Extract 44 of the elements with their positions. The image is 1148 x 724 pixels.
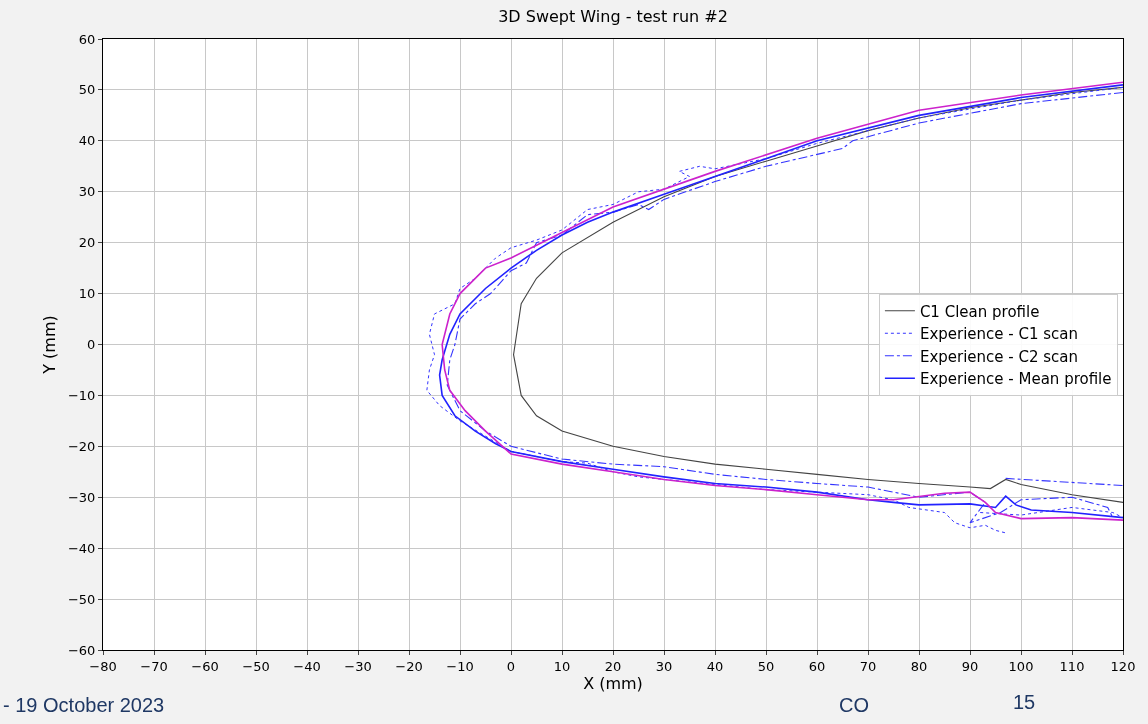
- legend-label: Experience - Mean profile: [919, 370, 1112, 389]
- legend-label: Experience - C1 scan: [919, 325, 1079, 344]
- x-tick-label: 40: [706, 658, 724, 674]
- x-tick-label: 20: [604, 658, 622, 674]
- x-tick-label: 0: [506, 658, 516, 674]
- text: CO: [839, 694, 869, 716]
- y-tick-label: 30: [78, 184, 96, 200]
- y-tick-label: −40: [67, 540, 96, 556]
- x-tick-label: 120: [1110, 658, 1136, 674]
- y-tick-label: 0: [87, 337, 96, 353]
- y-tick-label: 60: [78, 31, 96, 47]
- x-tick-label: −80: [89, 658, 117, 674]
- x-tick-label: −60: [191, 658, 219, 674]
- y-axis-title: Y (mm): [39, 315, 59, 375]
- legend-label: Experience - C2 scan: [919, 347, 1079, 366]
- x-tick-label: 10: [553, 658, 571, 674]
- text: - 19 October 2023: [3, 694, 165, 716]
- chart-title: 3D Swept Wing - test run #2: [498, 7, 728, 27]
- y-tick-label: −30: [67, 489, 96, 505]
- x-tick-label: 110: [1059, 658, 1085, 674]
- y-tick-label: 40: [78, 133, 96, 149]
- y-tick-label: 10: [78, 286, 96, 302]
- x-tick-label: 100: [1008, 658, 1034, 674]
- y-tick-label: −60: [67, 642, 96, 658]
- legend-label: C1 Clean profile: [919, 302, 1040, 321]
- text: 15: [1013, 691, 1036, 713]
- x-tick-label: −40: [293, 658, 321, 674]
- x-axis-title: X (mm): [583, 673, 643, 693]
- x-tick-label: 70: [859, 658, 877, 674]
- x-tick-label: −30: [344, 658, 372, 674]
- x-tick-label: 80: [910, 658, 928, 674]
- x-tick-label: −50: [242, 658, 270, 674]
- x-tick-label: 30: [655, 658, 673, 674]
- x-tick-label: −10: [446, 658, 474, 674]
- x-tick-label: 90: [961, 658, 979, 674]
- y-tick-label: 20: [78, 235, 96, 251]
- x-tick-label: −70: [140, 658, 168, 674]
- y-tick-label: −50: [67, 591, 96, 607]
- y-tick-label: 50: [78, 82, 96, 98]
- x-tick-label: 60: [808, 658, 826, 674]
- y-tick-label: −10: [67, 387, 96, 403]
- x-tick-label: −20: [395, 658, 423, 674]
- x-tick-label: 50: [757, 658, 775, 674]
- y-tick-label: −20: [67, 438, 96, 454]
